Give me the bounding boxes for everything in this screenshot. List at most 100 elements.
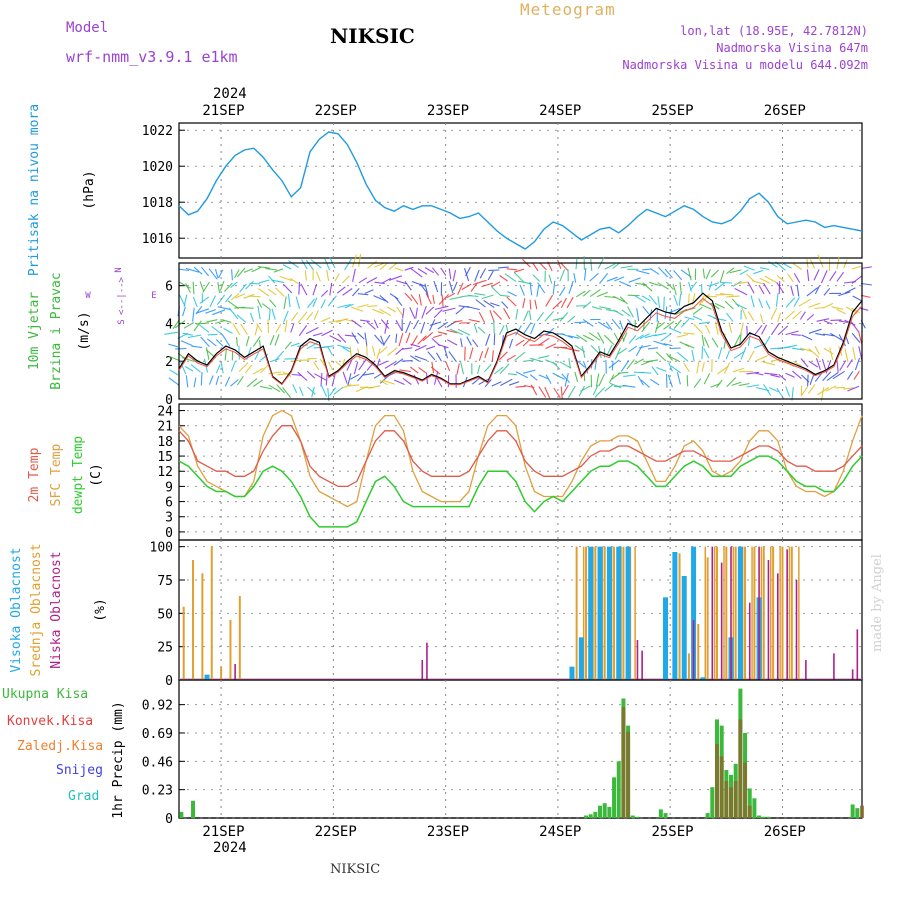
wind-arrow bbox=[292, 384, 298, 394]
wind-arrow bbox=[468, 318, 480, 323]
wind-arrow bbox=[282, 264, 292, 270]
wind-arrow bbox=[268, 309, 271, 321]
wind-arrow bbox=[738, 382, 750, 387]
total-rain-bar bbox=[710, 787, 715, 818]
wind-arrow bbox=[545, 374, 552, 384]
wind-arrow bbox=[325, 373, 328, 386]
wind-arrow bbox=[306, 312, 314, 321]
wind-arrow bbox=[568, 358, 571, 369]
wind-arrow bbox=[759, 277, 771, 284]
wind-arrow bbox=[705, 269, 711, 280]
wind-arrow bbox=[200, 371, 203, 386]
wind-arrow bbox=[192, 296, 198, 308]
wind-arrow bbox=[344, 257, 353, 271]
wind-arrow bbox=[847, 385, 860, 392]
wind-arrow bbox=[262, 303, 271, 311]
y-tick-label: 0.92 bbox=[142, 699, 173, 714]
wind-arrow bbox=[692, 315, 703, 321]
lonlat-label: lon,lat (18.95E, 42.7812N) bbox=[680, 24, 868, 38]
mid-cloud-bar bbox=[575, 546, 578, 680]
wind-arrow bbox=[568, 335, 580, 339]
wind-arrow bbox=[413, 319, 420, 330]
wind-arrow bbox=[597, 332, 605, 344]
wind-arrow bbox=[714, 302, 725, 309]
wind-arrow bbox=[689, 281, 698, 291]
wind-arrow bbox=[449, 296, 463, 300]
wind-arrow bbox=[628, 277, 641, 283]
wind-arrow bbox=[518, 280, 532, 285]
wind-arrow bbox=[620, 265, 633, 269]
wind-arrow bbox=[214, 320, 225, 324]
sfc-temp-line bbox=[178, 409, 863, 508]
wind-arrow bbox=[800, 358, 809, 368]
precip-axis-title: 1hr Precip (mm) bbox=[111, 701, 126, 818]
wind-arrow bbox=[557, 259, 562, 269]
y-tick-label: 3 bbox=[165, 511, 173, 526]
low-cloud-bar bbox=[636, 640, 639, 680]
wind-arrow bbox=[560, 297, 567, 308]
wind-arrow bbox=[673, 294, 679, 306]
high-cloud-bar bbox=[588, 546, 594, 680]
wind-arrow bbox=[481, 282, 493, 288]
wind-arrow bbox=[560, 262, 569, 272]
wind-arrow bbox=[793, 273, 801, 283]
wind-arrow bbox=[506, 354, 516, 361]
wind-arrow bbox=[282, 310, 289, 323]
wind-arrow bbox=[846, 371, 854, 380]
wind-arrow bbox=[515, 309, 519, 320]
wind-arrow bbox=[617, 347, 627, 355]
wind-arrow bbox=[364, 332, 368, 347]
wind-arrow bbox=[768, 260, 778, 268]
wind-arrow bbox=[460, 338, 463, 348]
wind-arrow bbox=[244, 364, 253, 374]
wind-arrow bbox=[776, 274, 785, 283]
wind-arrow bbox=[497, 266, 509, 269]
wind-arrow bbox=[322, 345, 335, 348]
total-rain-bar bbox=[583, 815, 588, 818]
wind-arrow bbox=[532, 262, 539, 272]
wind-arrow bbox=[708, 282, 719, 287]
wind-arrow bbox=[760, 313, 764, 323]
wind-arrow bbox=[770, 374, 781, 378]
wind-arrow bbox=[823, 320, 833, 325]
wind-arrow bbox=[193, 266, 203, 275]
mid-cloud-bar bbox=[706, 557, 709, 680]
wind-arrow bbox=[402, 347, 413, 350]
day-label-bottom: 24SEP bbox=[539, 824, 581, 840]
wind-arrow bbox=[519, 284, 525, 296]
wind-arrow bbox=[763, 282, 771, 295]
wind-arrow bbox=[420, 321, 426, 334]
wind-arrow bbox=[327, 295, 337, 307]
wind-arrow bbox=[815, 332, 826, 336]
wind-arrow bbox=[417, 335, 427, 345]
wind-arrow bbox=[487, 270, 494, 281]
wind-arrow bbox=[346, 358, 353, 371]
wind-arrow bbox=[687, 267, 692, 281]
wind-arrow bbox=[328, 361, 334, 371]
wind-arrow bbox=[776, 387, 785, 400]
wind-arrow bbox=[785, 372, 795, 378]
temp-unit-label: (C) bbox=[89, 463, 104, 486]
wind-arrow bbox=[523, 310, 529, 322]
wind-arrow bbox=[733, 334, 741, 348]
wind-arrow bbox=[236, 375, 244, 386]
mid-cloud-bar bbox=[781, 546, 784, 680]
wind-arrow bbox=[243, 268, 253, 273]
wind-arrow bbox=[731, 381, 742, 386]
wind-arrow bbox=[384, 361, 396, 369]
wind-arrow bbox=[455, 306, 465, 315]
wind-arrow bbox=[275, 323, 282, 333]
wind-arrow bbox=[606, 276, 618, 282]
wind-arrow bbox=[532, 274, 540, 282]
wind-arrow bbox=[484, 347, 489, 359]
wind-arrow bbox=[683, 362, 690, 372]
wind-arrow bbox=[622, 332, 628, 343]
low-cloud-bar bbox=[711, 546, 714, 680]
wind-arrow bbox=[490, 286, 501, 296]
wind-arrow bbox=[290, 342, 300, 347]
wind-arrow bbox=[844, 287, 856, 294]
wind-arrow bbox=[650, 268, 660, 275]
wind-arrow bbox=[747, 311, 755, 321]
wind-arrow bbox=[396, 306, 404, 317]
low-cloud-bar bbox=[795, 580, 798, 680]
